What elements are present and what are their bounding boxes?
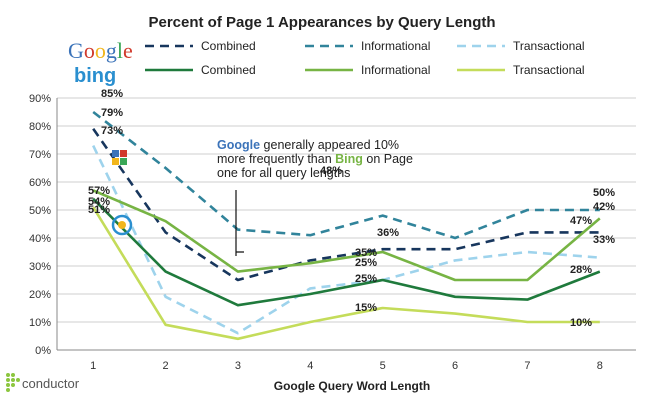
annotation-line3: one for all query lengths (217, 166, 350, 180)
svg-text:more frequently than Bing on P: more frequently than Bing on Page (217, 152, 413, 166)
annotation-bing-word: Bing (335, 152, 363, 166)
data-label: 15% (355, 302, 377, 314)
chart-title: Percent of Page 1 Appearances by Query L… (148, 14, 495, 31)
x-tick-label: 5 (380, 360, 386, 372)
google-icon (112, 150, 127, 165)
annotation-line1-rest: generally appeared 10% (260, 138, 399, 152)
x-tick-label: 2 (163, 360, 169, 372)
y-tick-label: 20% (29, 289, 51, 301)
legend-label: Informational (361, 63, 430, 77)
y-tick-label: 80% (29, 121, 51, 133)
y-tick-label: 10% (29, 317, 51, 329)
svg-text:Google: Google (68, 38, 133, 63)
data-labels: 79% 42% 85% 48% 50% 73% 25% 33% 54% 25% 28% 57% 35% 4… (88, 88, 615, 329)
conductor-logo: conductor (6, 373, 80, 392)
y-tick-label: 90% (29, 93, 51, 105)
y-tick-label: 60% (29, 177, 51, 189)
x-tick-label: 4 (307, 360, 313, 372)
data-label: 73% (101, 125, 123, 137)
data-label: 35% (355, 247, 377, 259)
data-label: 47% (570, 215, 592, 227)
google-logo: Google (68, 38, 133, 63)
data-label: 28% (570, 264, 592, 276)
series-line-bing-informational (92, 189, 601, 282)
x-tick-label: 1 (90, 360, 96, 372)
data-label: 85% (101, 88, 123, 100)
legend-label: Transactional (513, 63, 585, 77)
annotation-line2-pre: more frequently than (217, 152, 335, 166)
legend-label: Informational (361, 39, 430, 53)
annotation: Google generally appeared 10% more frequ… (217, 138, 413, 256)
legend-label: Transactional (513, 39, 585, 53)
conductor-wordmark: conductor (22, 376, 80, 391)
annotation-google-word: Google (217, 138, 260, 152)
data-label: 51% (88, 204, 110, 216)
data-label: 42% (593, 201, 615, 213)
bing-logo: bing (74, 65, 116, 87)
y-tick-label: 70% (29, 149, 51, 161)
legend-label: Combined (201, 39, 256, 53)
data-label: 57% (88, 185, 110, 197)
data-label: 25% (355, 257, 377, 269)
y-tick-label: 50% (29, 205, 51, 217)
series-lines (92, 110, 601, 341)
annotation-line2-post: on Page (363, 152, 413, 166)
data-label: 10% (570, 317, 592, 329)
x-tick-label: 3 (235, 360, 241, 372)
y-tick-label: 0% (35, 345, 51, 357)
series-line-bing-transactional (92, 206, 600, 341)
x-axis-ticks: 1 2 3 4 5 6 7 8 (90, 360, 603, 372)
y-tick-label: 30% (29, 261, 51, 273)
series-line-google-combined (92, 128, 600, 282)
bing-icon (111, 214, 133, 236)
y-tick-label: 40% (29, 233, 51, 245)
data-label: 36% (377, 227, 399, 239)
x-tick-label: 7 (524, 360, 530, 372)
data-label: 79% (101, 107, 123, 119)
data-label: 50% (593, 187, 615, 199)
series-line-google-transactional (92, 145, 600, 335)
x-axis-title: Google Query Word Length (274, 379, 430, 393)
series-line-bing-combined (92, 197, 601, 307)
annotation-bracket (235, 190, 244, 256)
series-line-google-informational (92, 110, 600, 240)
data-label: 33% (593, 234, 615, 246)
x-tick-label: 6 (452, 360, 458, 372)
data-label: 54% (88, 196, 110, 208)
legend: Combined Informational Transactional Combin… (145, 39, 585, 77)
y-axis-ticks: 0% 10% 20% 30% 40% 50% 60% 70% 80% 90% (29, 93, 51, 357)
x-tick-label: 8 (597, 360, 603, 372)
legend-label: Combined (201, 63, 256, 77)
data-label: 48% (320, 165, 342, 177)
svg-text:Google generally appeared 10%: Google generally appeared 10% (217, 138, 399, 152)
data-label: 25% (355, 273, 377, 285)
gridlines (56, 97, 636, 351)
